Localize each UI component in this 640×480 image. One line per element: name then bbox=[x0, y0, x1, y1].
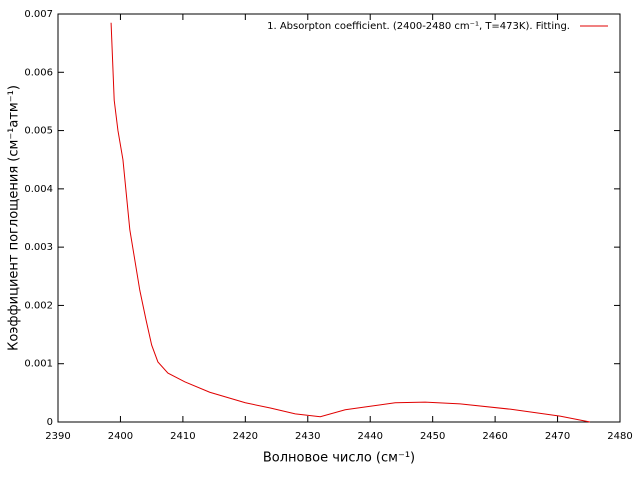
x-tick-label: 2450 bbox=[420, 431, 445, 442]
y-tick-label: 0.004 bbox=[24, 184, 53, 195]
y-tick-label: 0.001 bbox=[24, 359, 53, 370]
data-line bbox=[110, 22, 591, 423]
x-tick-label: 2390 bbox=[45, 431, 70, 442]
x-tick-label: 2410 bbox=[170, 431, 195, 442]
x-tick-label: 2470 bbox=[545, 431, 570, 442]
x-tick-label: 2400 bbox=[108, 431, 133, 442]
plot-frame bbox=[57, 13, 621, 423]
y-tick-label: 0.007 bbox=[24, 9, 53, 20]
legend-label: 1. Absorpton coefficient. (2400-2480 cm⁻… bbox=[267, 21, 570, 32]
x-axis-label: Волновое число (см⁻¹) bbox=[263, 451, 415, 466]
x-tick-label: 2430 bbox=[295, 431, 320, 442]
x-tick-label: 2460 bbox=[482, 431, 507, 442]
y-tick-label: 0.002 bbox=[24, 300, 53, 311]
y-tick-label: 0.005 bbox=[24, 126, 53, 137]
x-tick-label: 2420 bbox=[233, 431, 258, 442]
y-tick-label: 0.006 bbox=[24, 67, 53, 78]
x-tick-label: 2480 bbox=[607, 431, 632, 442]
y-tick-label: 0 bbox=[47, 417, 53, 428]
y-axis-label: Коэффициент поглощения (см⁻¹атм⁻¹) bbox=[7, 85, 22, 351]
x-tick-label: 2440 bbox=[357, 431, 382, 442]
y-tick-label: 0.003 bbox=[24, 242, 53, 253]
